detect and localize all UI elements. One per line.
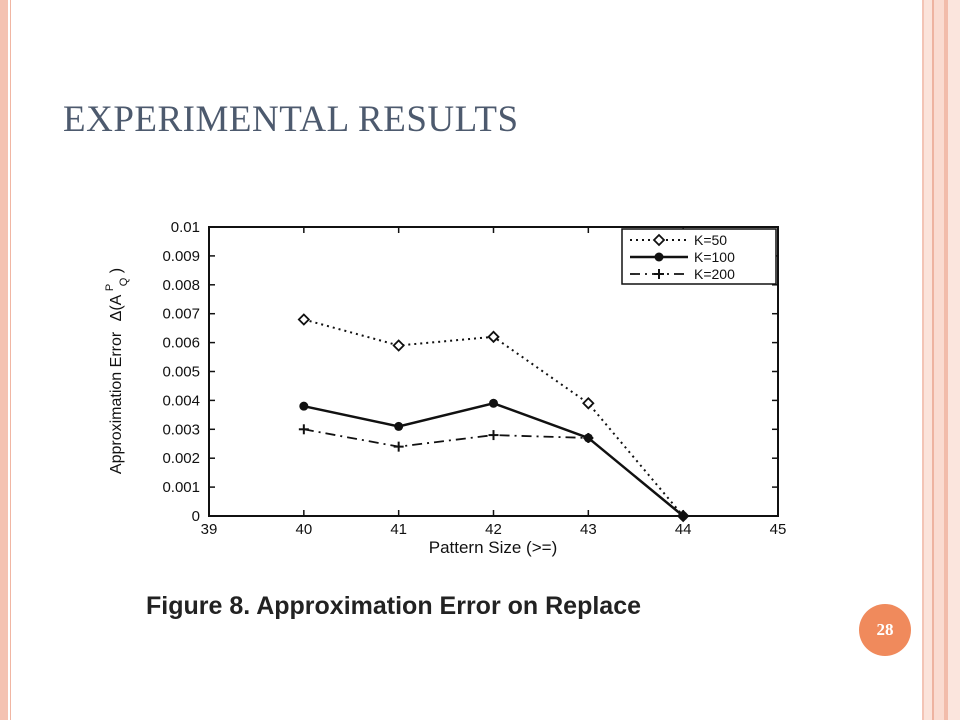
y-tick-label: 0.002 (162, 450, 200, 467)
x-tick-label: 42 (485, 521, 502, 538)
slide-frame-left (0, 0, 8, 720)
data-point (298, 424, 309, 435)
legend-marker (654, 269, 664, 279)
y-tick-label: 0.003 (162, 421, 200, 438)
x-tick-label: 43 (580, 521, 597, 538)
data-point (488, 430, 499, 441)
legend-label: K=50 (694, 232, 727, 248)
y-axis-label-math: Δ(A (108, 294, 125, 321)
figure-caption: Figure 8. Approximation Error on Replace (146, 592, 641, 620)
series-k-200 (298, 424, 689, 521)
data-point (392, 339, 405, 352)
y-tick-label: 0.001 (162, 479, 200, 496)
x-tick-label: 41 (390, 521, 407, 538)
legend-item: K=50 (630, 232, 727, 248)
x-axis: 39 40 41 42 43 44 45 (201, 227, 787, 538)
data-point (583, 432, 594, 443)
legend-label: K=200 (694, 266, 735, 282)
data-point (297, 313, 311, 326)
slide-title: EXPERIMENTAL RESULTS (63, 99, 519, 140)
y-tick-label: 0 (192, 508, 200, 525)
series-layer (297, 313, 690, 523)
data-point (678, 511, 689, 521)
legend-marker (652, 233, 666, 247)
data-point (582, 397, 595, 410)
x-tick-label: 39 (201, 521, 218, 538)
data-point (393, 441, 404, 452)
y-tick-label: 0.006 (162, 335, 200, 352)
y-tick-label: 0.009 (162, 248, 200, 265)
svg-text:Approximation Error Δ(A: Approximation Error Δ(A P Q ) (100, 268, 131, 474)
y-tick-label: 0.004 (162, 392, 200, 409)
legend-item: K=200 (630, 266, 735, 282)
data-point (489, 398, 498, 408)
legend-item: K=100 (630, 249, 735, 265)
legend-label: K=100 (694, 249, 735, 265)
y-axis-label-close: ) (108, 268, 125, 273)
y-tick-label: 0.01 (171, 219, 200, 236)
page-number-badge: 28 (859, 604, 911, 656)
slide-frame-right (918, 0, 960, 720)
x-axis-label: Pattern Size (>=) (429, 538, 558, 557)
slide-frame-left-line (10, 0, 11, 720)
data-point (487, 330, 500, 344)
y-tick-label: 0.005 (162, 364, 200, 381)
y-tick-label: 0.007 (162, 306, 200, 323)
x-tick-label: 40 (295, 521, 312, 538)
y-axis: 0 0.001 0.002 0.003 0.004 0.005 0.006 0.007 0.00… (162, 219, 778, 525)
y-axis-label-text: Approximation Error (108, 331, 125, 474)
x-tick-label: 45 (770, 521, 787, 538)
legend-marker (654, 252, 664, 262)
y-tick-label: 0.008 (162, 277, 200, 294)
y-axis-label: Approximation Error Δ(A P Q ) (100, 268, 131, 474)
y-axis-label-sup: P (104, 284, 116, 291)
y-axis-label-sub: Q (118, 277, 130, 286)
x-tick-label: 44 (675, 521, 692, 538)
data-point (394, 421, 404, 431)
data-point (299, 401, 309, 411)
